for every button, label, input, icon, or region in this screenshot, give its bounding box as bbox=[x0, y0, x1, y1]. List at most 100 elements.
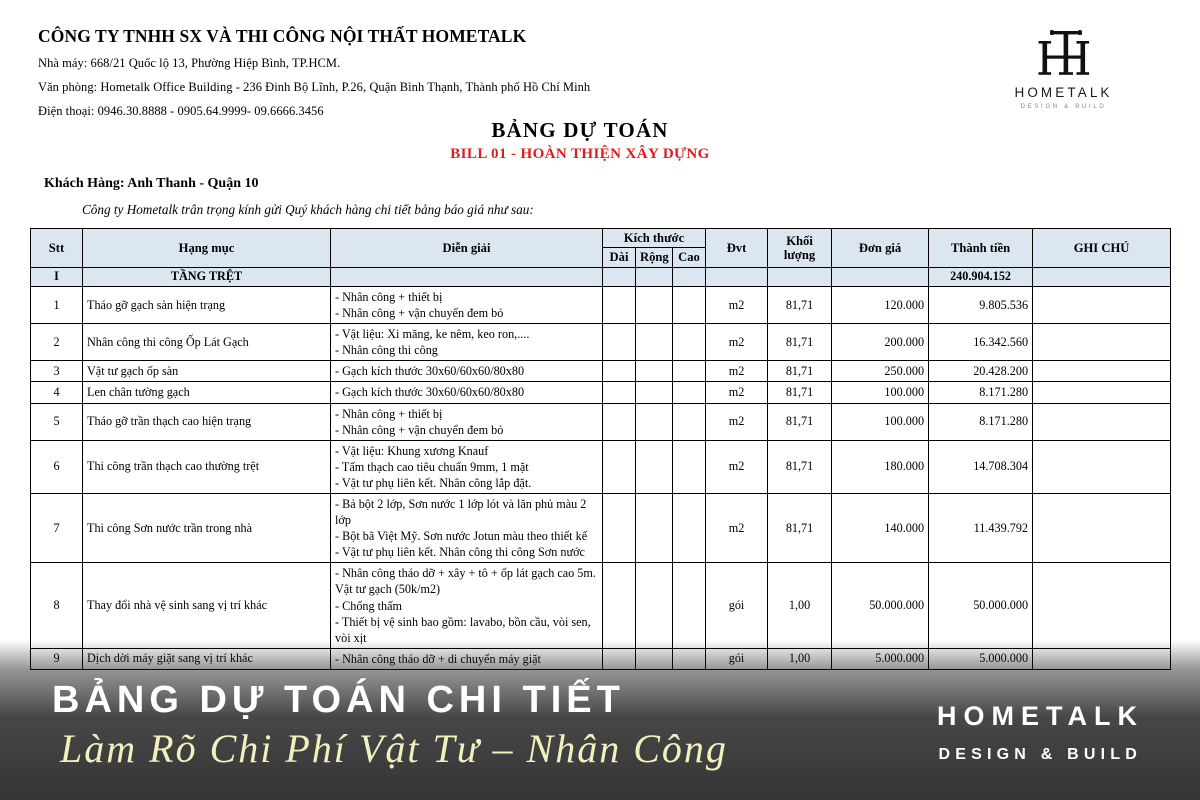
cell-khoi-luong: 81,71 bbox=[767, 381, 833, 404]
cell-khoi-luong: 81,71 bbox=[767, 360, 833, 383]
section-thanh-tien: 240.904.152 bbox=[928, 266, 1034, 287]
table-body: I TẦNG TRỆT 240.904.152 1 Tháo gỡ gạch sàn h… bbox=[30, 266, 1172, 670]
table-row: 6 Thi công trần thạch cao thường trệt - Vậ… bbox=[30, 439, 1172, 494]
cell-item: Tháo gỡ trần thạch cao hiện trạng bbox=[82, 402, 331, 441]
cell-dai bbox=[602, 647, 636, 670]
desc-line: - Vật liệu: Khung xương Knauf bbox=[335, 443, 489, 458]
document-title: BẢNG DỰ TOÁN bbox=[491, 118, 669, 142]
cell-thanh-tien: 20.428.200 bbox=[928, 360, 1034, 383]
cell-cao bbox=[671, 360, 707, 383]
cell-rong bbox=[635, 402, 673, 441]
cell-stt: 4 bbox=[30, 381, 83, 404]
cell-dai bbox=[602, 360, 636, 383]
section-khoi-luong bbox=[767, 266, 833, 287]
intro-line: Công ty Hometalk trân trọng kính gửi Quý… bbox=[82, 202, 534, 217]
table-row: 1 Tháo gỡ gạch sàn hiện trạng - Nhân công … bbox=[30, 285, 1172, 325]
cell-dvt: m2 bbox=[705, 323, 769, 362]
cell-desc: - Bả bột 2 lớp, Sơn nước 1 lớp lót và lă… bbox=[330, 492, 603, 564]
overlay-brand: HOMETALK bbox=[937, 701, 1144, 731]
desc-line: - Vật tư phụ liên kết. Nhân công thi côn… bbox=[335, 545, 585, 560]
cell-cao bbox=[671, 647, 707, 670]
cell-desc: - Gạch kích thước 30x60/60x60/80x80 bbox=[330, 360, 603, 383]
cell-dvt: m2 bbox=[705, 381, 769, 404]
cell-don-gia: 5.000.000 bbox=[831, 647, 930, 670]
cell-stt: 5 bbox=[30, 402, 83, 441]
section-desc bbox=[330, 266, 603, 287]
desc-line: - Bả bột 2 lớp, Sơn nước 1 lớp lót và lă… bbox=[335, 496, 587, 528]
col-header-dvt: Đvt bbox=[705, 228, 769, 268]
cell-desc: - Gạch kích thước 30x60/60x60/80x80 bbox=[330, 381, 603, 404]
company-phone: Điện thoại: 0946.30.8888 - 0905.64.9999-… bbox=[38, 104, 324, 118]
cell-don-gia: 250.000 bbox=[831, 360, 930, 383]
desc-line: - Nhân công + vận chuyển đem bỏ bbox=[335, 306, 504, 321]
table-row: 5 Tháo gỡ trần thạch cao hiện trạng - Nhân… bbox=[30, 402, 1172, 441]
desc-line: - Vật tư phụ liên kết. Nhân công lắp đặt… bbox=[335, 475, 532, 490]
table-header: Stt Hạng mục Diễn giải Kích thước Đvt Kh… bbox=[30, 227, 1172, 268]
cell-rong bbox=[635, 381, 673, 404]
cell-dvt: m2 bbox=[705, 492, 769, 564]
cell-dai bbox=[602, 402, 636, 441]
cell-cao bbox=[671, 381, 707, 404]
desc-line: - Bột bã Việt Mỹ. Sơn nước Jotun màu the… bbox=[335, 529, 588, 544]
table-row: 4 Len chân tường gạch - Gạch kích thước 30… bbox=[30, 381, 1172, 404]
desc-line: - Chống thấm bbox=[335, 598, 403, 613]
cell-rong bbox=[635, 285, 673, 325]
cell-dai bbox=[602, 381, 636, 404]
desc-line: - Vật liệu: Xi măng, ke nêm, keo ron,...… bbox=[335, 327, 530, 342]
cell-rong bbox=[635, 562, 673, 649]
desc-line: - Gạch kích thước 30x60/60x60/80x80 bbox=[335, 364, 525, 379]
col-header-size-group: Kích thước bbox=[601, 227, 707, 249]
table-row: 2 Nhân công thi công Ốp Lát Gạch - Vật liệ… bbox=[30, 323, 1172, 362]
desc-line: - Nhân công tháo dỡ + di chuyển máy giặt bbox=[335, 651, 541, 666]
cell-ghi-chu bbox=[1032, 492, 1172, 564]
section-ghi-chu bbox=[1032, 266, 1172, 287]
desc-line: - Thiết bị vệ sinh bao gồm: lavabo, bồn … bbox=[335, 614, 591, 645]
section-dai bbox=[602, 266, 636, 287]
cell-rong bbox=[635, 323, 673, 362]
col-header-khoi-luong: Khối lượng bbox=[767, 228, 833, 268]
cell-cao bbox=[671, 492, 707, 564]
cell-desc: - Nhân công tháo dỡ + di chuyển máy giặt bbox=[330, 647, 603, 670]
company-factory-address: Nhà máy: 668/21 Quốc lộ 13, Phường Hiệp … bbox=[38, 56, 341, 70]
cell-rong bbox=[635, 360, 673, 383]
cell-rong bbox=[635, 439, 673, 494]
section-rong bbox=[635, 266, 673, 287]
cell-thanh-tien: 50.000.000 bbox=[928, 562, 1034, 649]
cell-dvt: gói bbox=[705, 562, 769, 649]
cell-dvt: m2 bbox=[705, 439, 769, 494]
cell-desc: - Nhân công + thiết bị - Nhân công + vận … bbox=[330, 402, 603, 441]
cell-rong bbox=[635, 647, 673, 670]
cell-khoi-luong: 1,00 bbox=[767, 647, 833, 670]
cell-dai bbox=[602, 285, 636, 325]
table-row: 8 Thay đổi nhà vệ sinh sang vị trí khác - … bbox=[30, 562, 1172, 649]
cell-thanh-tien: 8.171.280 bbox=[928, 381, 1034, 404]
col-header-don-gia: Đơn giá bbox=[831, 228, 930, 268]
cell-cao bbox=[671, 562, 707, 649]
cell-desc: - Vật liệu: Khung xương Knauf - Tấm thạch… bbox=[330, 439, 603, 494]
cell-dvt: m2 bbox=[705, 402, 769, 441]
cell-don-gia: 200.000 bbox=[831, 323, 930, 362]
col-header-stt: Stt bbox=[30, 228, 83, 268]
document-subtitle: BILL 01 - HOÀN THIỆN XÂY DỰNG bbox=[450, 146, 710, 162]
customer-line: Khách Hàng: Anh Thanh - Quận 10 bbox=[44, 176, 259, 191]
cell-cao bbox=[671, 439, 707, 494]
desc-line: - Nhân công + thiết bị bbox=[335, 289, 443, 304]
cell-stt: 1 bbox=[30, 285, 83, 325]
cell-cao bbox=[671, 323, 707, 362]
cell-dai bbox=[602, 323, 636, 362]
section-cao bbox=[671, 266, 707, 287]
company-header: CÔNG TY TNHH SX VÀ THI CÔNG NỘI THẤT HOM… bbox=[38, 26, 938, 128]
cell-don-gia: 100.000 bbox=[831, 381, 930, 404]
cell-don-gia: 100.000 bbox=[831, 402, 930, 441]
cell-desc: - Nhân công tháo dỡ + xây + tô + ốp lát … bbox=[330, 562, 603, 649]
table-row: 7 Thi công Sơn nước trần trong nhà - Bả bộ… bbox=[30, 492, 1172, 564]
cell-ghi-chu bbox=[1032, 360, 1172, 383]
desc-line: - Nhân công + vận chuyển đem bỏ bbox=[335, 422, 504, 437]
cell-ghi-chu bbox=[1032, 285, 1172, 325]
col-header-thanh-tien: Thành tiền bbox=[928, 228, 1034, 268]
quote-table: Stt Hạng mục Diễn giải Kích thước Đvt Kh… bbox=[30, 227, 1172, 670]
cell-ghi-chu bbox=[1032, 562, 1172, 649]
cell-item: Nhân công thi công Ốp Lát Gạch bbox=[82, 323, 331, 362]
cell-cao bbox=[671, 285, 707, 325]
cell-don-gia: 50.000.000 bbox=[831, 562, 930, 649]
